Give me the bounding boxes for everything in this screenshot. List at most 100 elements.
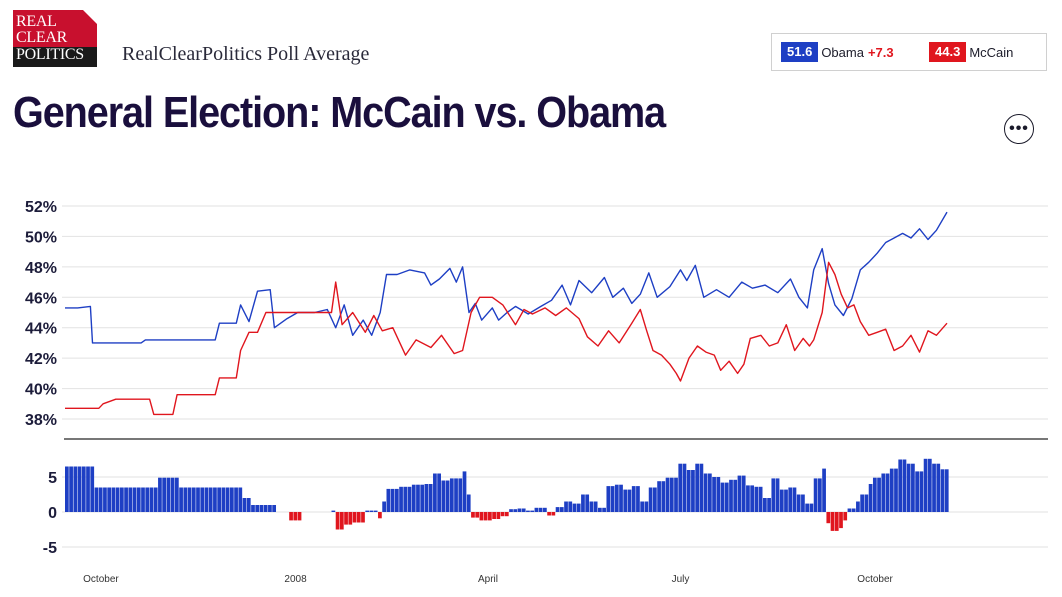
spread-bar xyxy=(902,459,907,512)
spread-bar xyxy=(488,512,492,521)
spread-bar xyxy=(255,505,260,512)
spread-bar xyxy=(73,466,78,512)
spread-bar xyxy=(526,510,530,512)
spread-bar xyxy=(843,512,848,521)
obama-name: Obama xyxy=(821,44,864,60)
spread-bar xyxy=(762,498,767,512)
x-tick-label: October xyxy=(83,574,119,585)
spread-bar xyxy=(940,469,945,512)
spread-bar xyxy=(534,507,539,512)
spread-bar xyxy=(750,485,755,512)
spread-bar xyxy=(458,478,463,512)
spread-bar xyxy=(166,477,171,512)
spread-bar xyxy=(462,471,467,512)
spread-bar xyxy=(344,512,348,525)
rcp-logo: REAL CLEAR POLITICS xyxy=(13,10,97,67)
y-tick-label: 40% xyxy=(25,382,57,399)
spread-bar xyxy=(885,473,890,512)
spread-bar xyxy=(707,473,712,512)
spread-bar xyxy=(856,501,860,512)
spread-bar xyxy=(433,473,437,512)
more-options-button[interactable]: ••• xyxy=(1004,114,1034,144)
legend-box: 51.6 Obama +7.3 44.3 McCain xyxy=(771,33,1047,71)
spread-bar xyxy=(669,477,674,512)
spread-bar xyxy=(424,484,429,512)
spread-bar xyxy=(627,489,632,512)
spread-bar xyxy=(416,484,420,512)
spread-bar xyxy=(217,487,222,512)
y-tick-label: 44% xyxy=(25,321,57,338)
spread-bar xyxy=(81,466,86,512)
y-tick-label: 52% xyxy=(25,199,57,216)
spread-bar xyxy=(149,487,154,512)
spread-bar xyxy=(136,487,141,512)
spread-bar xyxy=(221,487,226,512)
spread-bar xyxy=(394,488,399,512)
spread-bar xyxy=(90,466,95,512)
spread-bar xyxy=(758,486,763,512)
spread-bar xyxy=(403,486,408,512)
x-tick-label: April xyxy=(478,574,498,585)
y-tick-label: 50% xyxy=(25,229,57,246)
spread-bar xyxy=(610,486,615,512)
x-tick-label: July xyxy=(672,574,690,585)
spread-bar xyxy=(543,507,547,512)
spread-bar xyxy=(98,487,103,512)
logo-line-3: POLITICS xyxy=(16,46,84,63)
spread-bar xyxy=(619,484,623,512)
spread-bar xyxy=(801,494,805,512)
legend-entry-mccain: 44.3 McCain xyxy=(929,42,1013,62)
spread-bar xyxy=(437,473,441,512)
spread-bar xyxy=(200,487,205,512)
spread-bar xyxy=(361,512,365,523)
spread-bar xyxy=(788,487,793,512)
spread-bar xyxy=(805,503,810,512)
spread-bar xyxy=(581,494,585,512)
spread-bar xyxy=(779,489,784,512)
spread-bar xyxy=(348,512,353,525)
spread-bar xyxy=(251,505,255,512)
y-tick-label: 46% xyxy=(25,290,57,307)
spread-bar xyxy=(86,466,90,512)
spread-bar xyxy=(107,487,112,512)
y-tick-label: 48% xyxy=(25,260,57,277)
spread-bar xyxy=(741,475,746,512)
spread-bar xyxy=(187,487,192,512)
spread-bar xyxy=(420,484,425,512)
spread-bar xyxy=(246,498,251,512)
spread-tick-label: -5 xyxy=(43,540,57,557)
spread-bar xyxy=(729,479,733,512)
spread-bar xyxy=(872,477,877,512)
spread-bar xyxy=(737,475,742,512)
spread-bar xyxy=(894,468,898,512)
spread-bar xyxy=(234,487,238,512)
spread-bar xyxy=(602,507,606,512)
spread-bar xyxy=(551,512,556,516)
spread-bar xyxy=(492,512,496,519)
spread-bar xyxy=(196,487,200,512)
spread-bar xyxy=(784,489,788,512)
spread-bar xyxy=(881,473,886,512)
spread-bar xyxy=(631,486,636,512)
spread-bar xyxy=(817,478,822,512)
spread-bar xyxy=(834,512,839,531)
spread-bar xyxy=(441,480,446,512)
spread-bar xyxy=(411,484,416,512)
spread-bar xyxy=(369,510,374,512)
spread-bar xyxy=(927,458,932,512)
spread-tick-label: 5 xyxy=(48,470,57,487)
spread-bar xyxy=(382,501,386,512)
spread-bar xyxy=(69,466,73,512)
spread-bar xyxy=(720,482,725,512)
spread-bar xyxy=(771,478,776,512)
spread-bar xyxy=(521,508,526,512)
spread-bar xyxy=(479,512,484,521)
spread-bar xyxy=(65,466,69,512)
spread-bar xyxy=(860,494,865,512)
spread-bar xyxy=(547,512,551,516)
legend-entry-obama: 51.6 Obama +7.3 xyxy=(781,42,894,62)
logo-line-2: CLEAR xyxy=(16,29,67,46)
spread-bar xyxy=(898,459,903,512)
spread-bar xyxy=(378,512,382,519)
spread-bar xyxy=(644,501,649,512)
